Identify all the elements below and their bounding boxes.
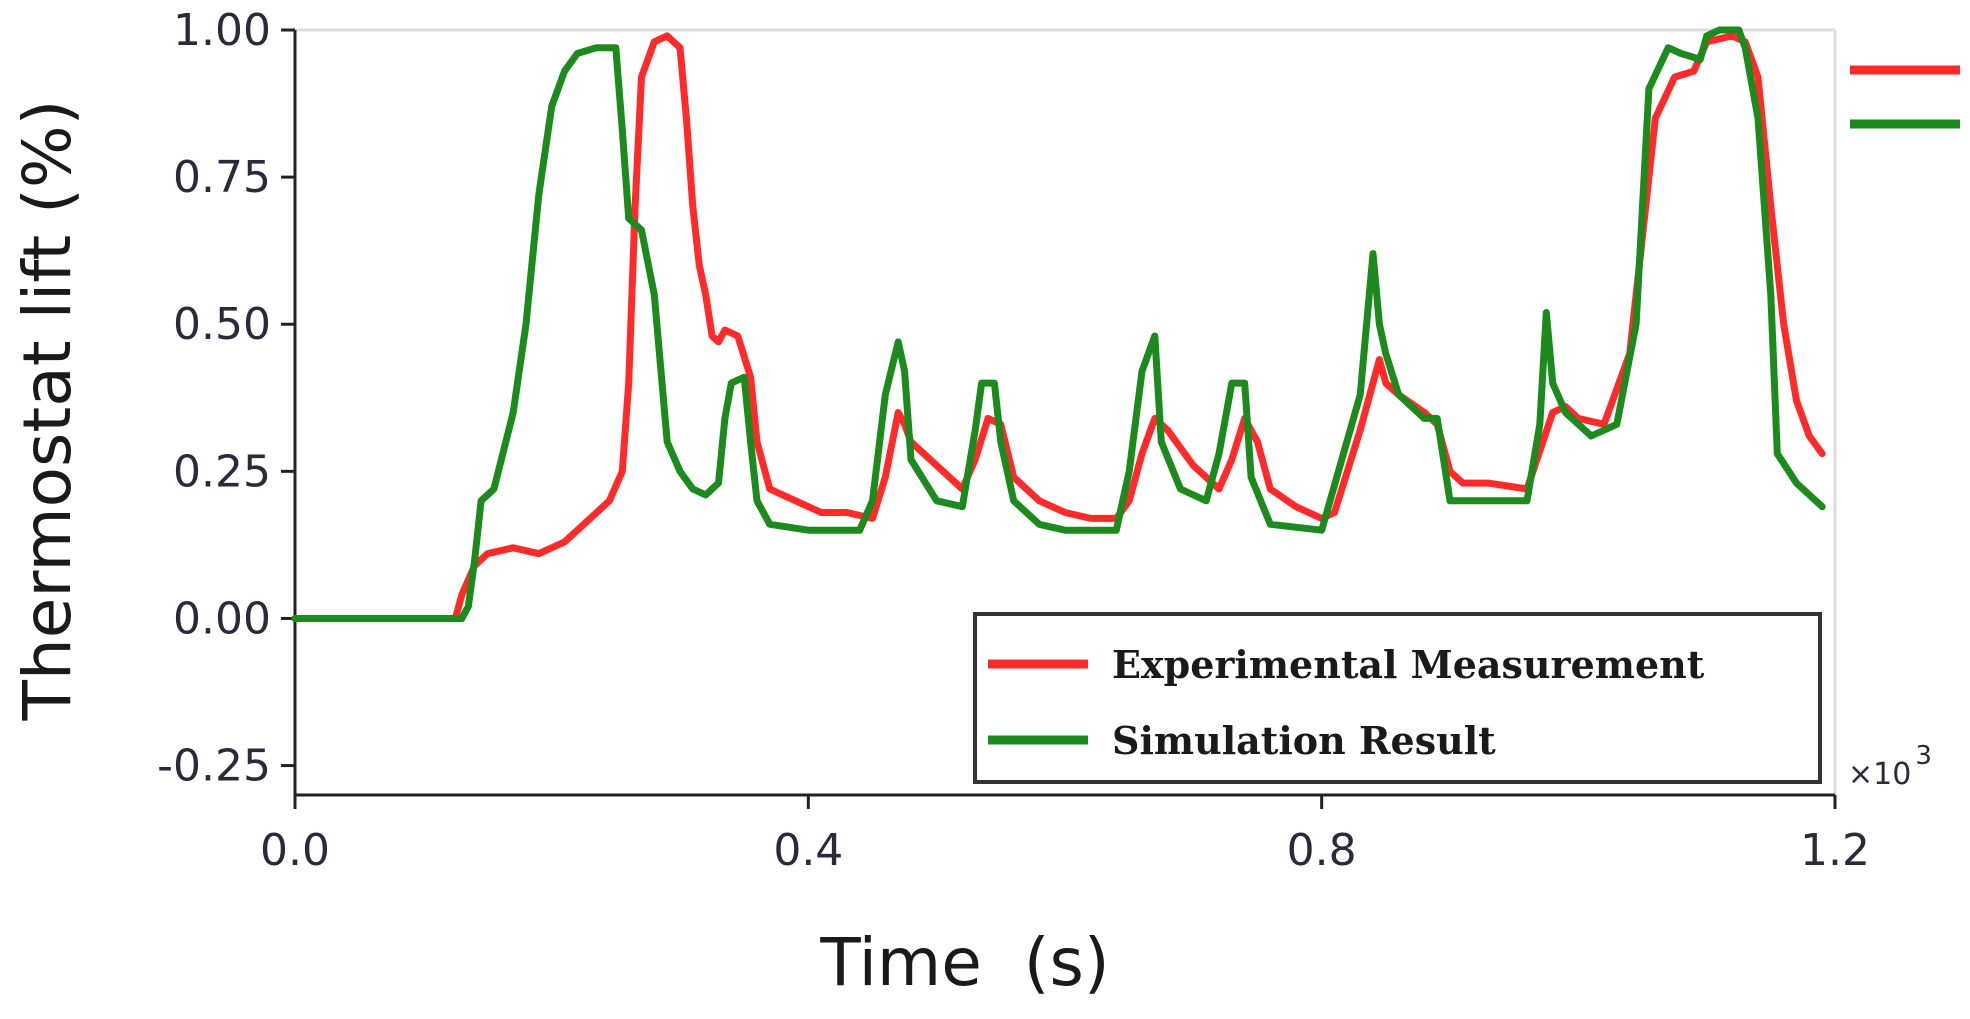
x-axis-multiplier: ×103: [1848, 741, 1932, 792]
legend-box: [973, 612, 1822, 784]
x-tick-label: 0.4: [773, 825, 843, 876]
y-axis-ticks: -0.25 0.00 0.25 0.50 0.75 1.00: [157, 5, 295, 792]
x-axis-ticks: 0.0 0.4 0.8 1.2: [260, 795, 1870, 876]
series-layer: [291, 26, 1826, 622]
y-tick-label: 0.75: [173, 152, 271, 203]
y-tick-label: 0.00: [173, 593, 271, 644]
legend-label-experimental: Experimental Measurement: [1112, 642, 1705, 687]
y-axis-title: Thermostat lift (%): [9, 100, 86, 722]
y-tick-label: 0.25: [173, 446, 271, 497]
x-tick-label: 0.0: [260, 825, 330, 876]
series-line-simulation: [291, 26, 1826, 622]
series-line-experimental: [291, 32, 1826, 622]
x-axis-title: Time (s): [819, 924, 1109, 1001]
x-tick-label: 1.2: [1800, 825, 1870, 876]
x-tick-label: 0.8: [1287, 825, 1357, 876]
y-tick-label: -0.25: [157, 741, 271, 792]
y-tick-label: 0.50: [173, 299, 271, 350]
y-tick-label: 1.00: [173, 5, 271, 56]
x-axis-multiplier-base: ×10: [1848, 757, 1911, 792]
legend-label-simulation: Simulation Result: [1112, 718, 1496, 763]
x-axis-multiplier-exponent: 3: [1915, 741, 1932, 771]
legend: Experimental Measurement Simulation Resu…: [973, 612, 1822, 784]
